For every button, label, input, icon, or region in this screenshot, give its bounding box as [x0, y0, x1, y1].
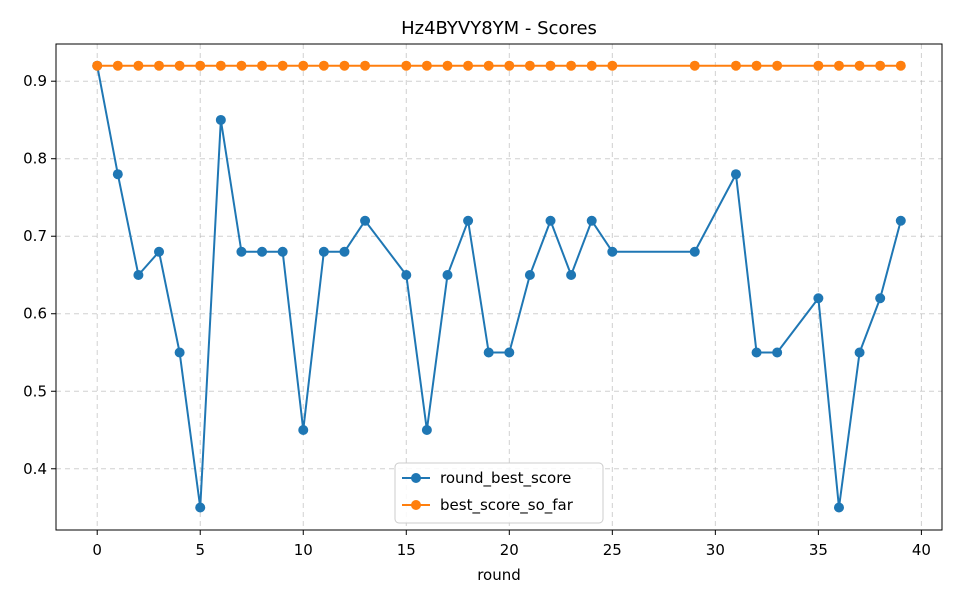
data-point-round-best-score: [298, 425, 309, 436]
data-point-best-score-so-far: [360, 60, 371, 71]
x-tick-label: 35: [809, 541, 828, 559]
data-point-best-score-so-far: [545, 60, 556, 71]
y-tick-label: 0.6: [23, 305, 47, 323]
data-point-round-best-score: [813, 293, 824, 304]
data-point-best-score-so-far: [772, 60, 783, 71]
data-point-round-best-score: [360, 215, 371, 226]
data-point-round-best-score: [318, 246, 329, 257]
data-point-round-best-score: [895, 215, 906, 226]
data-point-round-best-score: [112, 169, 123, 180]
data-point-best-score-so-far: [215, 60, 226, 71]
series-line-round-best-score: [96, 65, 902, 509]
x-tick-label: 10: [294, 541, 313, 559]
data-point-best-score-so-far: [236, 60, 247, 71]
data-point-best-score-so-far: [277, 60, 288, 71]
data-point-best-score-so-far: [895, 60, 906, 71]
y-tick-label: 0.4: [23, 460, 47, 478]
x-tick-label: 0: [92, 541, 102, 559]
data-point-best-score-so-far: [154, 60, 165, 71]
legend-marker-round-best-score: [411, 473, 421, 483]
data-point-best-score-so-far: [504, 60, 515, 71]
data-point-best-score-so-far: [257, 60, 268, 71]
data-point-best-score-so-far: [133, 60, 144, 71]
data-point-round-best-score: [524, 269, 535, 280]
x-tick-label: 5: [195, 541, 205, 559]
data-point-best-score-so-far: [833, 60, 844, 71]
y-tick-label: 0.7: [23, 227, 47, 245]
legend-marker-best-score-so-far: [411, 500, 421, 510]
data-point-round-best-score: [463, 215, 474, 226]
x-axis-label: round: [477, 566, 521, 584]
legend: round_best_score best_score_so_far: [394, 462, 604, 524]
data-point-best-score-so-far: [607, 60, 618, 71]
data-point-best-score-so-far: [339, 60, 350, 71]
data-point-round-best-score: [751, 347, 762, 358]
data-point-round-best-score: [236, 246, 247, 257]
y-tick-label: 0.8: [23, 150, 47, 168]
data-point-best-score-so-far: [483, 60, 494, 71]
data-point-round-best-score: [772, 347, 783, 358]
x-tick-label: 25: [603, 541, 622, 559]
plot-frame: [55, 43, 943, 531]
data-point-round-best-score: [421, 425, 432, 436]
data-point-round-best-score: [277, 246, 288, 257]
data-point-round-best-score: [545, 215, 556, 226]
data-point-best-score-so-far: [751, 60, 762, 71]
data-point-best-score-so-far: [112, 60, 123, 71]
data-point-best-score-so-far: [854, 60, 865, 71]
series-layer: [92, 60, 906, 513]
data-point-best-score-so-far: [174, 60, 185, 71]
data-point-round-best-score: [133, 269, 144, 280]
data-point-best-score-so-far: [586, 60, 597, 71]
data-point-best-score-so-far: [524, 60, 535, 71]
x-tick-label: 40: [912, 541, 931, 559]
legend-label-best-score-so-far: best_score_so_far: [440, 496, 574, 515]
data-point-round-best-score: [607, 246, 618, 257]
chart-title: Hz4BYVY8YM - Scores: [401, 18, 597, 39]
legend-label-round-best-score: round_best_score: [440, 469, 571, 488]
axis-ticks: 0 5 10 15 20 25 30 35 40 0.4 0.5 0.6 0.7 0.8 0.9: [23, 72, 931, 559]
data-point-best-score-so-far: [92, 60, 103, 71]
y-tick-label: 0.5: [23, 382, 47, 400]
data-point-round-best-score: [854, 347, 865, 358]
data-point-round-best-score: [833, 502, 844, 513]
data-point-round-best-score: [154, 246, 165, 257]
data-point-round-best-score: [730, 169, 741, 180]
data-point-best-score-so-far: [730, 60, 741, 71]
data-point-round-best-score: [689, 246, 700, 257]
data-point-best-score-so-far: [298, 60, 309, 71]
x-tick-label: 30: [706, 541, 725, 559]
data-point-round-best-score: [401, 269, 412, 280]
data-point-best-score-so-far: [689, 60, 700, 71]
data-point-best-score-so-far: [442, 60, 453, 71]
data-point-best-score-so-far: [463, 60, 474, 71]
data-point-round-best-score: [215, 114, 226, 125]
data-point-round-best-score: [875, 293, 886, 304]
x-tick-label: 20: [500, 541, 519, 559]
data-point-best-score-so-far: [875, 60, 886, 71]
data-point-best-score-so-far: [195, 60, 206, 71]
data-point-round-best-score: [442, 269, 453, 280]
data-point-round-best-score: [257, 246, 268, 257]
legend-box: [394, 462, 604, 524]
data-point-round-best-score: [586, 215, 597, 226]
data-point-best-score-so-far: [401, 60, 412, 71]
data-point-round-best-score: [339, 246, 350, 257]
data-point-round-best-score: [483, 347, 494, 358]
data-point-best-score-so-far: [813, 60, 824, 71]
data-point-round-best-score: [195, 502, 206, 513]
y-tick-label: 0.9: [23, 72, 47, 90]
data-point-round-best-score: [566, 269, 577, 280]
data-point-best-score-so-far: [566, 60, 577, 71]
x-tick-label: 15: [397, 541, 416, 559]
data-point-best-score-so-far: [421, 60, 432, 71]
data-point-round-best-score: [504, 347, 515, 358]
data-point-best-score-so-far: [318, 60, 329, 71]
data-point-round-best-score: [174, 347, 185, 358]
